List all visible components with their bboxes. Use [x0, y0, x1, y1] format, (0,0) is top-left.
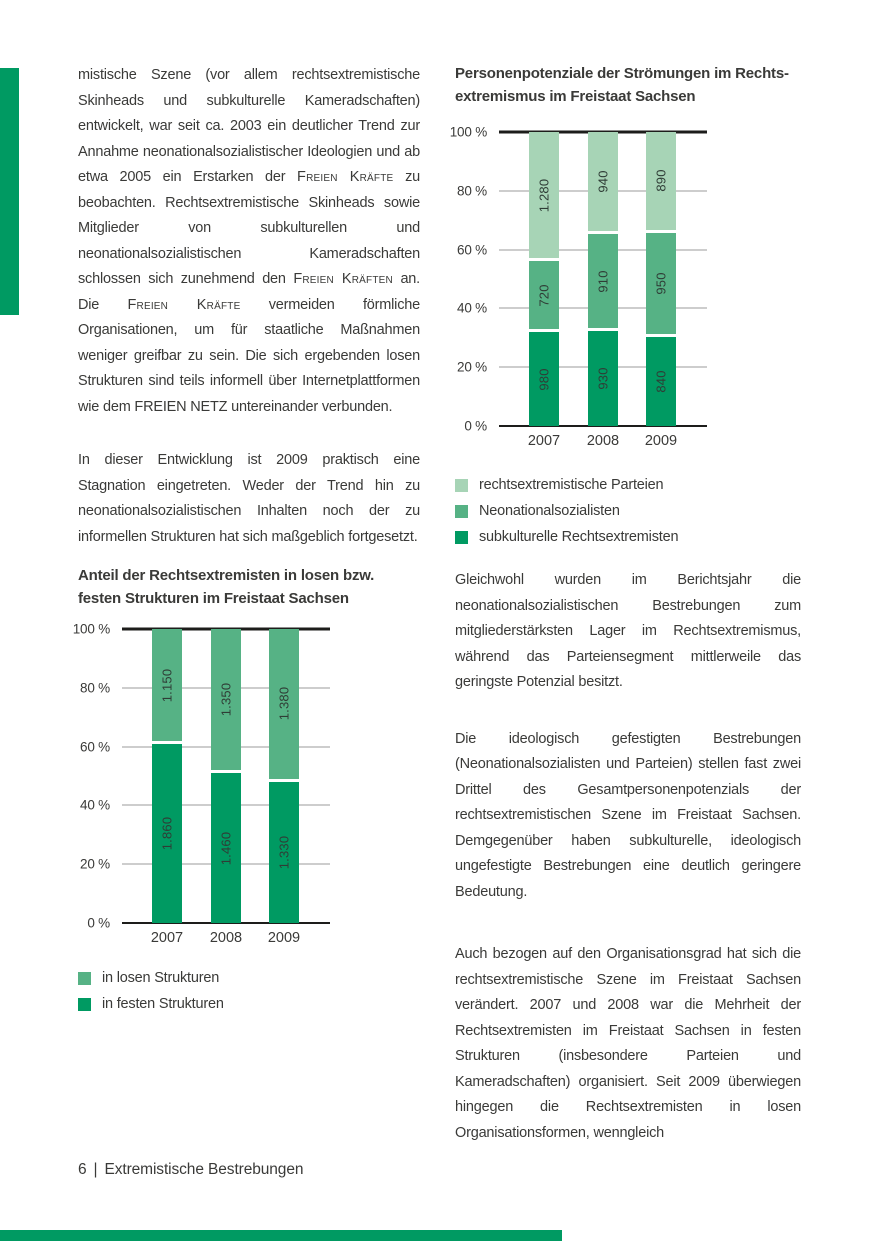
bar-segment: 1.380 — [269, 629, 299, 779]
x-axis-label: 2007 — [527, 433, 561, 449]
bottom-accent-bar — [0, 1230, 562, 1241]
bar-segment: 840 — [646, 336, 676, 426]
x-axis-label: 2009 — [644, 433, 678, 449]
bar-segment: 1.150 — [152, 629, 182, 742]
bar-value-label: 890 — [653, 169, 669, 192]
legend-swatch — [78, 997, 91, 1011]
chart-heading-structures: Anteil der Rechtsextremisten in losen bz… — [78, 567, 375, 607]
legend-label: in losen Strukturen — [102, 970, 220, 986]
x-axis-label: 2008 — [586, 433, 620, 449]
bar-segment: 890 — [646, 132, 676, 230]
y-tick-label: 40 % — [457, 300, 487, 316]
bar-segment: 720 — [529, 261, 559, 330]
bar-segment: 980 — [529, 332, 559, 426]
bar-segment: 940 — [588, 132, 618, 232]
structures-chart: 100 % 80 % 60 % 40 % 20 % 0 % 1.860 1.150 2007 1.… — [73, 622, 420, 953]
y-tick-label: 20 % — [80, 856, 110, 872]
paragraph: Auch bezogen auf den Organisationsgrad h… — [455, 946, 801, 1141]
bar-value-label: 980 — [536, 368, 552, 391]
legend-potentials: rechtsextremistische Parteien Neonational… — [455, 472, 801, 550]
x-axis-label: 2009 — [267, 930, 301, 946]
axis-line — [122, 922, 330, 924]
paragraph: Die ideologisch gefestigten Bestrebungen… — [455, 730, 801, 900]
bar-value-label: 1.380 — [276, 687, 292, 721]
bar-value-label: 950 — [653, 272, 669, 295]
bar-value-label: 1.350 — [218, 682, 234, 717]
bar-segment: 930 — [588, 330, 618, 426]
bar-value-label: 1.860 — [159, 816, 175, 851]
potentials-chart: 100 % 80 % 60 % 40 % 20 % 0 % 980 720 1.280 2007 9… — [450, 125, 801, 456]
legend-structures: in losen Strukturen in festen Strukturen — [78, 965, 420, 1017]
y-tick-label: 0 % — [87, 915, 110, 931]
legend-swatch — [455, 504, 468, 518]
bar-segment: 1.460 — [211, 773, 241, 923]
chart-plot: 100 % 80 % 60 % 40 % 20 % 0 % 980 720 1.280 2007 9… — [450, 125, 707, 449]
bar-value-label: 930 — [595, 367, 611, 390]
legend-swatch — [455, 530, 468, 544]
small-caps-term: Freien Kräfte — [127, 296, 241, 313]
y-tick-label: 80 % — [457, 183, 487, 199]
axis-line — [499, 130, 707, 134]
bar-segment: 1.350 — [211, 629, 241, 771]
bar-segment: 910 — [588, 234, 618, 328]
y-tick-label: 100 % — [449, 124, 487, 140]
chart-heading-potentials: Personenpotenziale der Strömungen im Rec… — [455, 65, 789, 105]
left-accent-tab — [0, 68, 19, 315]
page-number: 6 — [78, 1161, 87, 1178]
legend-label: subkulturelle Rechtsextremisten — [479, 529, 679, 545]
y-tick-label: 40 % — [80, 797, 110, 813]
legend-item: Neonationalsozialisten — [455, 498, 801, 524]
bar-value-label: 940 — [595, 170, 611, 193]
bar-segment: 1.330 — [269, 781, 299, 923]
y-tick-label: 0 % — [464, 418, 487, 434]
paragraph: In dieser Entwicklung ist 2009 praktisch… — [78, 452, 420, 545]
bar-value-label: 1.150 — [159, 668, 175, 702]
axis-line — [499, 425, 707, 427]
paragraph: Gleichwohl wurden im Berichtsjahr die ne… — [455, 572, 801, 690]
x-axis-label: 2007 — [150, 930, 184, 946]
legend-item: in losen Strukturen — [78, 965, 420, 991]
chart-plot: 100 % 80 % 60 % 40 % 20 % 0 % 1.860 1.150 2007 1.… — [73, 622, 330, 946]
page-footer: 6 | Extremistische Bestrebungen — [78, 1161, 303, 1179]
small-caps-term: Freien Kräften — [293, 271, 393, 287]
y-tick-label: 60 % — [80, 739, 110, 755]
x-axis-label: 2008 — [209, 930, 243, 946]
small-caps-term: Freien Kräfte — [297, 169, 394, 185]
legend-label: Neonationalsozialisten — [479, 503, 620, 519]
paragraph: mistische Szene (vor allem rechtsextremi… — [78, 67, 420, 415]
axis-line — [122, 627, 330, 631]
right-column: Personenpotenziale der Strömungen im Rec… — [450, 63, 801, 1146]
y-tick-label: 100 % — [72, 621, 110, 637]
bar-value-label: 840 — [653, 370, 669, 393]
legend-swatch — [78, 971, 91, 985]
y-tick-label: 80 % — [80, 680, 110, 696]
legend-label: in festen Strukturen — [102, 996, 224, 1012]
footer-section-title: Extremistische Bestrebungen — [104, 1161, 304, 1178]
footer-divider: | — [93, 1161, 98, 1178]
y-tick-label: 20 % — [457, 359, 487, 375]
y-tick-label: 60 % — [457, 242, 487, 258]
bar-value-label: 1.460 — [218, 831, 234, 865]
bar-segment: 950 — [646, 232, 676, 334]
legend-item: rechtsextremistische Parteien — [455, 472, 801, 498]
bar-value-label: 1.280 — [536, 178, 552, 212]
legend-item: subkulturelle Rechtsextremisten — [455, 524, 801, 550]
legend-swatch — [455, 478, 468, 492]
legend-label: rechtsextremistische Parteien — [479, 477, 664, 493]
legend-item: in festen Strukturen — [78, 991, 420, 1017]
bar-segment: 1.860 — [152, 744, 182, 923]
bar-segment: 1.280 — [529, 132, 559, 259]
bar-value-label: 1.330 — [276, 835, 292, 870]
bar-value-label: 910 — [595, 269, 611, 293]
left-column: mistische Szene (vor allem rechtsextremi… — [73, 63, 420, 1017]
bar-value-label: 720 — [536, 284, 552, 307]
